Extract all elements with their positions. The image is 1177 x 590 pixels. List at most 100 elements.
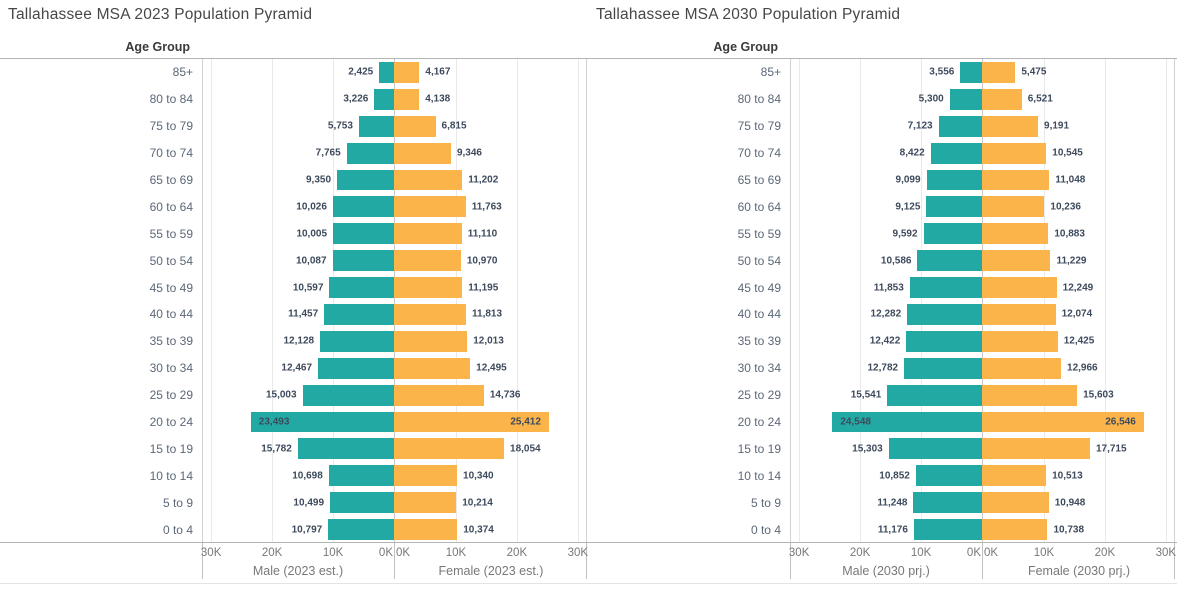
- age-group-label: 10 to 14: [737, 468, 781, 483]
- female-bar[interactable]: [394, 384, 484, 406]
- female-bar[interactable]: [982, 465, 1047, 487]
- male-bar[interactable]: [949, 88, 982, 110]
- female-bar[interactable]: [982, 411, 1144, 433]
- female-bar[interactable]: [982, 519, 1048, 541]
- female-bar[interactable]: [394, 330, 468, 352]
- female-bar[interactable]: [394, 196, 466, 218]
- gridline-male-20k: [272, 59, 274, 543]
- age-group-label: 25 to 29: [149, 388, 193, 403]
- male-bar[interactable]: [960, 62, 982, 83]
- male-bar[interactable]: [913, 519, 982, 541]
- female-bar[interactable]: [982, 384, 1078, 406]
- male-bar[interactable]: [904, 357, 982, 379]
- male-bar[interactable]: [318, 357, 394, 379]
- female-bar[interactable]: [394, 465, 458, 487]
- female-cell: 10,883: [982, 220, 1174, 247]
- male-cell: 3,226: [202, 86, 394, 113]
- male-bar[interactable]: [329, 277, 394, 299]
- age-group-label: 20 to 24: [149, 415, 193, 430]
- female-bar[interactable]: [394, 223, 462, 245]
- female-bar[interactable]: [394, 115, 436, 137]
- male-bar[interactable]: [358, 115, 394, 137]
- female-bar[interactable]: [394, 304, 466, 325]
- male-bar[interactable]: [938, 115, 982, 137]
- male-cell: 9,350: [202, 167, 394, 194]
- male-axis-label: Male (2030 prj.): [842, 564, 930, 578]
- male-value-label: 11,457: [288, 308, 319, 320]
- female-bar[interactable]: [982, 142, 1047, 164]
- male-bar[interactable]: [330, 492, 394, 514]
- male-bar[interactable]: [324, 304, 394, 325]
- male-bar[interactable]: [337, 169, 394, 191]
- female-bar[interactable]: [394, 411, 549, 433]
- female-bar[interactable]: [982, 62, 1016, 83]
- female-bar[interactable]: [394, 519, 458, 541]
- female-bar[interactable]: [394, 492, 457, 514]
- male-bar[interactable]: [888, 438, 982, 460]
- male-bar[interactable]: [909, 277, 982, 299]
- male-bar[interactable]: [926, 196, 982, 218]
- female-bar[interactable]: [394, 277, 463, 299]
- pyramid-row: 80 to 84 5,300 6,521: [588, 86, 1177, 113]
- male-value-label: 12,282: [870, 308, 902, 320]
- male-bar[interactable]: [328, 465, 394, 487]
- female-cell: 10,214: [394, 489, 586, 516]
- male-bar[interactable]: [930, 142, 982, 164]
- male-bar[interactable]: [379, 62, 394, 83]
- male-bar[interactable]: [923, 223, 982, 245]
- female-bar[interactable]: [982, 115, 1039, 137]
- female-bar[interactable]: [394, 250, 461, 272]
- female-bar[interactable]: [982, 88, 1022, 110]
- female-bar[interactable]: [982, 357, 1062, 379]
- male-value-label: 10,797: [291, 524, 323, 536]
- male-bar[interactable]: [333, 223, 394, 245]
- male-bar[interactable]: [328, 519, 394, 541]
- male-bar[interactable]: [332, 196, 394, 218]
- age-group-label: 35 to 39: [149, 334, 193, 349]
- male-bar[interactable]: [346, 142, 394, 164]
- male-value-label: 12,467: [281, 362, 313, 374]
- male-cell: 10,586: [790, 247, 982, 274]
- female-bar[interactable]: [982, 250, 1051, 272]
- male-bar[interactable]: [374, 88, 394, 110]
- female-bar[interactable]: [982, 330, 1058, 352]
- female-cell: 10,374: [394, 516, 586, 543]
- male-value-label: 15,541: [850, 389, 882, 401]
- female-bar[interactable]: [982, 196, 1045, 218]
- male-bar[interactable]: [297, 438, 394, 460]
- female-axis-tick-30K: 30K: [567, 547, 589, 559]
- female-bar[interactable]: [982, 304, 1056, 325]
- female-bar[interactable]: [982, 438, 1090, 460]
- female-bar[interactable]: [982, 223, 1049, 245]
- male-bar[interactable]: [917, 250, 982, 272]
- female-bar[interactable]: [394, 169, 463, 191]
- gridlines: [588, 59, 1177, 543]
- male-bar[interactable]: [926, 169, 982, 191]
- female-bar[interactable]: [982, 277, 1057, 299]
- female-bar[interactable]: [982, 492, 1049, 514]
- male-bar[interactable]: [832, 411, 982, 433]
- male-bar[interactable]: [915, 465, 982, 487]
- female-bar[interactable]: [394, 357, 471, 379]
- female-bar[interactable]: [394, 438, 505, 460]
- female-bar[interactable]: [394, 142, 451, 164]
- female-bar[interactable]: [394, 62, 420, 83]
- male-bar[interactable]: [302, 384, 394, 406]
- female-bar[interactable]: [982, 169, 1050, 191]
- male-bar[interactable]: [887, 384, 982, 406]
- male-bar[interactable]: [907, 304, 982, 325]
- male-bar[interactable]: [250, 411, 394, 433]
- pyramid-row: 25 to 29 15,003 14,736: [0, 382, 588, 409]
- male-bar[interactable]: [906, 330, 982, 352]
- male-axis-tick-10K: 10K: [322, 547, 344, 559]
- age-group-label: 40 to 44: [737, 307, 781, 322]
- male-bar[interactable]: [332, 250, 394, 272]
- female-axis-tick-0K: 0K: [396, 547, 411, 559]
- male-bar[interactable]: [320, 330, 394, 352]
- age-group-label: 55 to 59: [737, 226, 781, 241]
- female-value-label: 10,545: [1052, 147, 1083, 159]
- female-bar[interactable]: [394, 88, 420, 110]
- female-value-label: 17,715: [1095, 443, 1127, 455]
- male-bar[interactable]: [913, 492, 982, 514]
- gridline-male-30k: [211, 59, 213, 543]
